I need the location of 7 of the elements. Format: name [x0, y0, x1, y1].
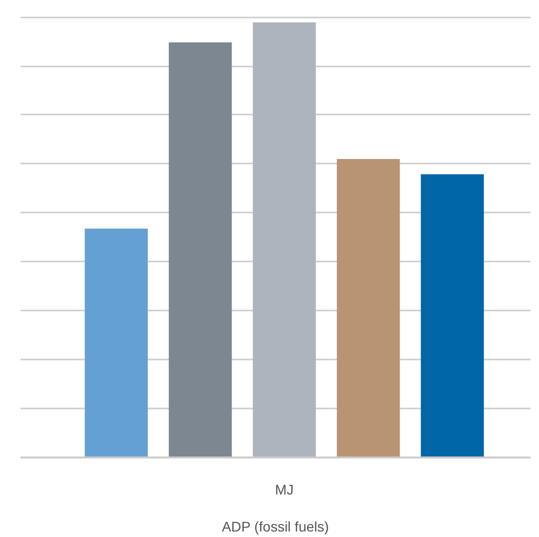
bar — [168, 42, 232, 458]
bar — [84, 228, 148, 458]
bar — [420, 174, 484, 458]
x-tick-label: MJ — [274, 482, 294, 498]
x-axis-title: ADP (fossil fuels) — [222, 518, 329, 534]
bar — [252, 22, 316, 458]
bar — [336, 158, 400, 458]
